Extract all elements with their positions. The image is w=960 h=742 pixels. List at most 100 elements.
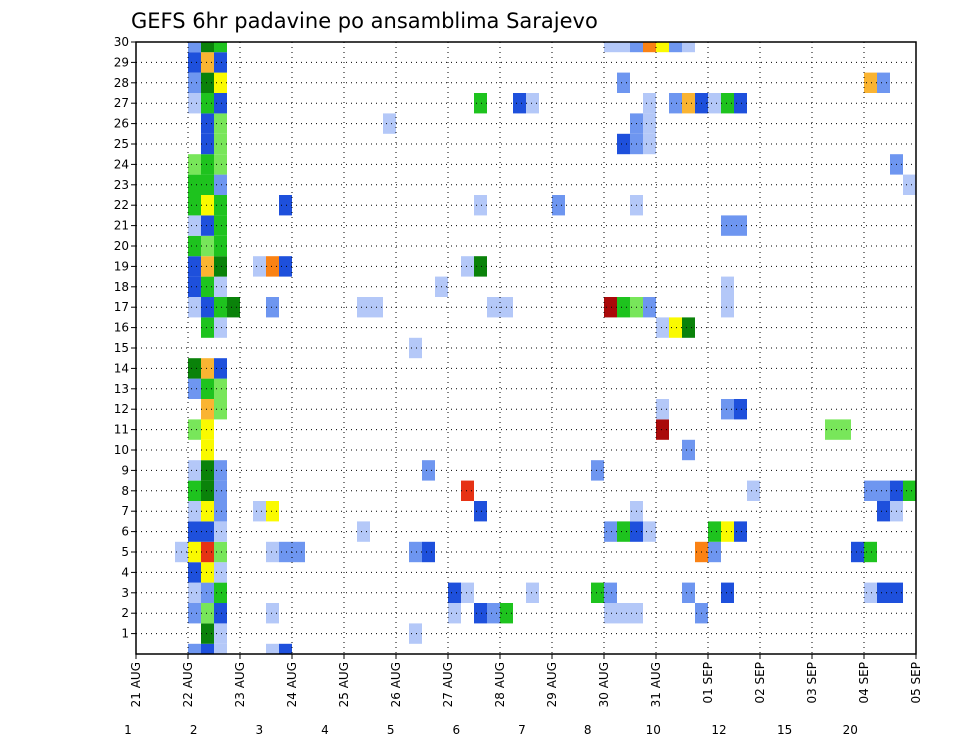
heatmap-cell [292,541,305,563]
heatmap-cell [201,460,214,481]
y-tick-label: 27 [114,96,129,110]
heatmap-cell [188,541,201,563]
heatmap-cell [201,133,214,155]
heatmap-cell [461,582,474,603]
y-tick-label: 28 [114,76,129,90]
heatmap-cell [266,643,279,654]
heatmap-cell [253,501,266,522]
heatmap-cell [669,93,682,114]
heatmap-cell [201,154,214,175]
heatmap-cell [214,521,227,542]
heatmap-cell [188,643,201,654]
y-tick-label: 23 [114,178,129,192]
y-tick-label: 12 [114,402,129,416]
heatmap-cell [617,42,630,53]
y-tick-label: 20 [114,239,129,253]
heatmap-cell [214,42,227,53]
legend-label: 1 [124,723,132,737]
heatmap-cell [214,154,227,175]
heatmap-cell [838,419,851,440]
legend-label: 7 [518,723,526,737]
heatmap-cell [682,582,695,603]
legend-label: 12 [711,723,726,737]
legend-label: 4 [321,723,329,737]
heatmap-cell [188,256,201,277]
heatmap-cell [214,501,227,522]
heatmap-cell [877,480,890,501]
legend-label: 15 [777,723,792,737]
y-tick-label: 7 [121,504,129,518]
y-tick-label: 5 [121,545,129,559]
x-tick-label: 25 AUG [337,662,351,707]
heatmap-cell [214,93,227,114]
heatmap-cell [617,133,630,155]
y-tick-label: 18 [114,280,129,294]
x-tick-label: 31 AUG [649,662,663,707]
heatmap-cell [188,215,201,236]
heatmap-cell [279,195,292,216]
heatmap-cell [617,521,630,542]
heatmap-cell [513,93,526,114]
y-tick-label: 22 [114,198,129,212]
legend-label: 6 [452,723,460,737]
x-tick-label: 29 AUG [545,662,559,707]
heatmap-cell [214,480,227,501]
y-tick-label: 30 [114,35,129,49]
heatmap-cell [474,195,487,216]
heatmap-cell [734,93,747,114]
heatmap-cell [448,603,461,624]
heatmap-cell [357,521,370,542]
heatmap-cell [201,439,214,461]
y-tick-label: 21 [114,219,129,233]
heatmap-cell [591,582,604,603]
heatmap-cell [201,52,214,73]
y-tick-label: 13 [114,382,129,396]
heatmap-cell [721,582,734,603]
heatmap-cell [721,297,734,318]
heatmap-cell [877,501,890,522]
heatmap-cell [643,113,656,134]
heatmap-cell [201,174,214,195]
x-tick-label: 05 SEP [909,662,923,704]
heatmap-cell [201,501,214,522]
heatmap-cell [214,72,227,93]
heatmap-cell [669,42,682,53]
heatmap-cell [188,603,201,624]
heatmap-cell [201,480,214,501]
heatmap-cell [214,174,227,195]
heatmap-cell [604,603,617,624]
cells-layer [175,42,916,654]
chart-title: GEFS 6hr padavine po ansamblima Sarajevo [131,9,598,33]
x-tick-label: 22 AUG [181,662,195,707]
heatmap-cell [656,42,669,53]
heatmap-cell [682,439,695,461]
heatmap-cell [487,603,500,624]
heatmap-cell [201,603,214,624]
heatmap-cell [214,276,227,297]
y-tick-label: 2 [121,606,129,620]
heatmap-cell [617,72,630,93]
y-tick-label: 17 [114,300,129,314]
heatmap-cell [409,623,422,644]
x-tick-label: 26 AUG [389,662,403,707]
heatmap-cell [201,317,214,338]
heatmap-cell [266,501,279,522]
heatmap-cell [877,72,890,93]
heatmap-cell [188,297,201,318]
heatmap-cell [474,603,487,624]
legend-label: 8 [584,723,592,737]
y-tick-label: 6 [121,525,129,539]
heatmap-cell [604,297,617,318]
heatmap-cell [214,603,227,624]
y-tick-label: 4 [121,565,129,579]
legend-label: 10 [646,723,661,737]
heatmap-cell [214,399,227,420]
heatmap-cell [188,235,201,257]
y-tick-label: 10 [114,443,129,457]
y-tick-label: 25 [114,137,129,151]
heatmap-cell [526,93,539,114]
y-tick-label: 16 [114,321,129,335]
heatmap-cell [188,154,201,175]
heatmap-cell [201,113,214,134]
